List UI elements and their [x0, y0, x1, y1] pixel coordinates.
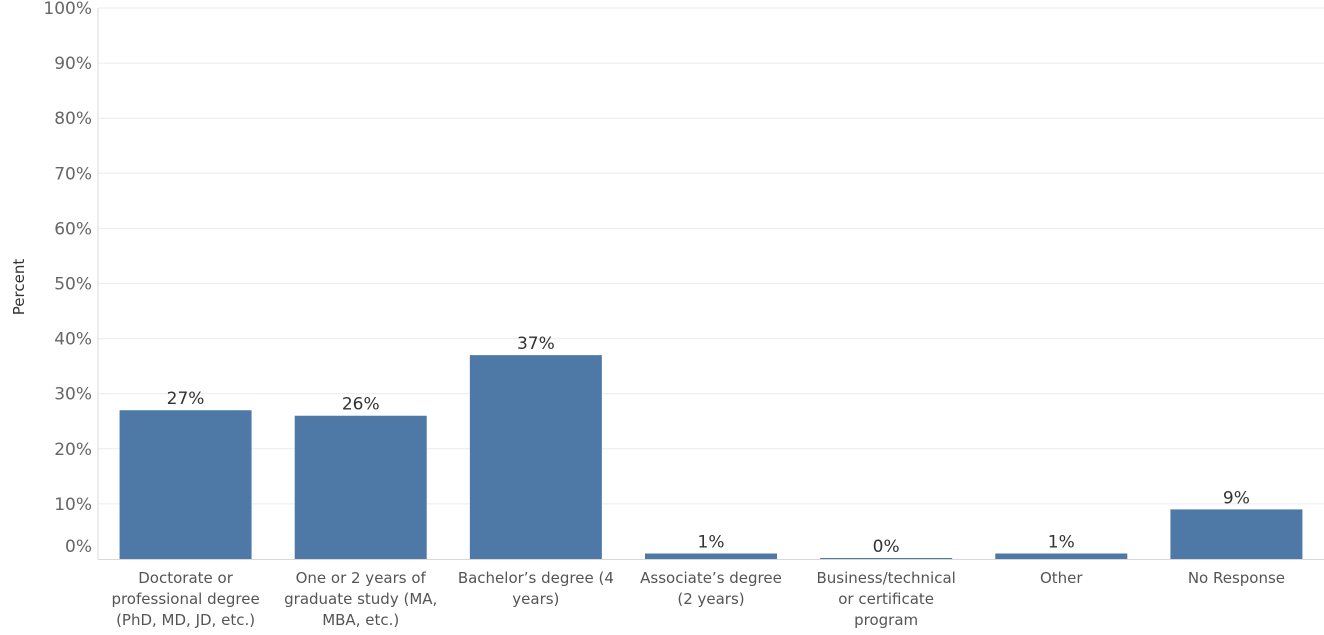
y-tick-label: 50% [54, 275, 92, 295]
data-label: 37% [517, 334, 555, 354]
x-category-label: Bachelor’s degree (4 years) [458, 569, 614, 608]
data-label: 0% [873, 537, 900, 557]
data-labels: 27% 26% 37% 1% 0% 1% 9% [167, 334, 1250, 557]
x-category-label: No Response [1188, 569, 1285, 587]
data-label: 9% [1223, 488, 1250, 508]
y-tick-label: 0% [65, 537, 92, 557]
y-tick-label: 10% [54, 495, 92, 515]
data-label: 26% [342, 395, 380, 415]
x-category-label: Other [1040, 569, 1083, 587]
x-axis: Doctorate or professional degree (PhD, MD,… [98, 559, 1324, 629]
y-tick-label: 20% [54, 440, 92, 460]
bar [995, 553, 1128, 559]
y-tick-label: 70% [54, 164, 92, 184]
bar [645, 553, 777, 559]
bar [119, 410, 252, 559]
y-tick-label: 90% [54, 54, 92, 74]
data-label: 27% [167, 389, 205, 409]
bars [119, 355, 1303, 559]
x-category-label: Doctorate or professional degree (PhD, MD,… [111, 569, 259, 629]
x-category-label: Associate’s degree (2 years) [640, 569, 782, 608]
y-tick-label: 40% [54, 330, 92, 350]
y-tick-label: 60% [54, 219, 92, 239]
data-label: 1% [698, 532, 725, 552]
y-tick-label: 80% [54, 109, 92, 129]
bar [820, 558, 953, 559]
y-axis-label: Percent [10, 259, 28, 316]
gridlines [98, 7, 1324, 505]
y-tick-label: 30% [54, 385, 92, 405]
bar [294, 415, 427, 559]
data-label: 1% [1048, 532, 1075, 552]
bar [1170, 509, 1303, 559]
y-tick-label: 100% [43, 0, 92, 19]
x-category-label: One or 2 years of graduate study (MA, MBA,… [284, 569, 437, 629]
x-category-label: Business/technical or certificate program [816, 569, 955, 629]
bar [469, 355, 602, 559]
y-axis: 0% 10% 20% 30% 40% 50% 60% 70% 80% 90% 100% [43, 0, 99, 559]
